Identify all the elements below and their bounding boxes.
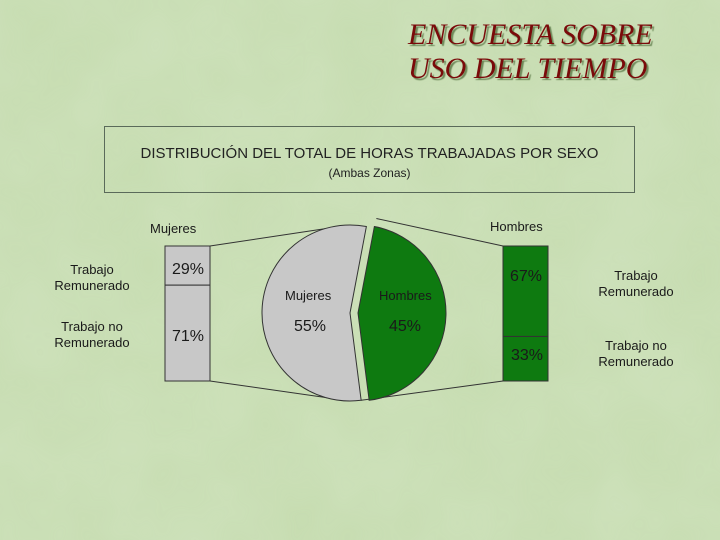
men-paid-pct: 67%	[510, 268, 543, 285]
chart-title: DISTRIBUCIÓN DEL TOTAL DE HORAS TRABAJAD…	[140, 145, 599, 162]
right-label-unpaid: Trabajo no Remunerado	[598, 338, 674, 369]
pie-slice-label-women: Mujeres	[285, 288, 332, 303]
women-unpaid-pct: 71%	[172, 328, 205, 345]
right-label-paid: Trabajo Remunerado	[598, 268, 674, 299]
women-breakdown-title: Mujeres	[150, 221, 197, 236]
men-breakdown-title: Hombres	[490, 219, 543, 234]
pie-slice-label-men: Hombres	[379, 288, 432, 303]
women-bar-segment-unpaid	[164, 284, 211, 382]
men-bar-segment-paid	[502, 245, 549, 337]
connector-line-women-top	[209, 226, 337, 247]
men-unpaid-pct: 33%	[511, 347, 544, 364]
women-paid-pct: 29%	[172, 261, 205, 278]
connector-line-men-top	[376, 218, 504, 247]
pie-slice-pct-men: 45%	[389, 318, 422, 335]
pie-slice-women	[261, 224, 367, 402]
slide-title: ENCUESTA SOBRE USO DEL TIEMPO	[408, 18, 708, 86]
chart-subtitle: (Ambas Zonas)	[328, 166, 411, 180]
left-label-paid: Trabajo Remunerado	[54, 262, 130, 293]
pie-slice-men	[357, 225, 447, 401]
pie-slice-pct-women: 55%	[294, 318, 327, 335]
left-label-unpaid: Trabajo no Remunerado	[54, 319, 130, 350]
title-line-2: USO DEL TIEMPO	[408, 52, 648, 85]
title-line-1: ENCUESTA SOBRE	[408, 18, 653, 51]
men-bar-segment-unpaid	[502, 335, 549, 382]
chart-title-box: DISTRIBUCIÓN DEL TOTAL DE HORAS TRABAJAD…	[104, 126, 635, 193]
